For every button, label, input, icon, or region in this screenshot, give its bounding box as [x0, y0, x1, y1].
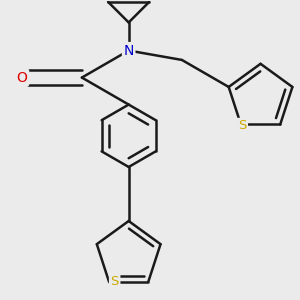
Text: S: S — [238, 119, 247, 132]
Text: O: O — [17, 70, 28, 85]
Text: N: N — [124, 44, 134, 58]
Text: S: S — [110, 275, 119, 288]
